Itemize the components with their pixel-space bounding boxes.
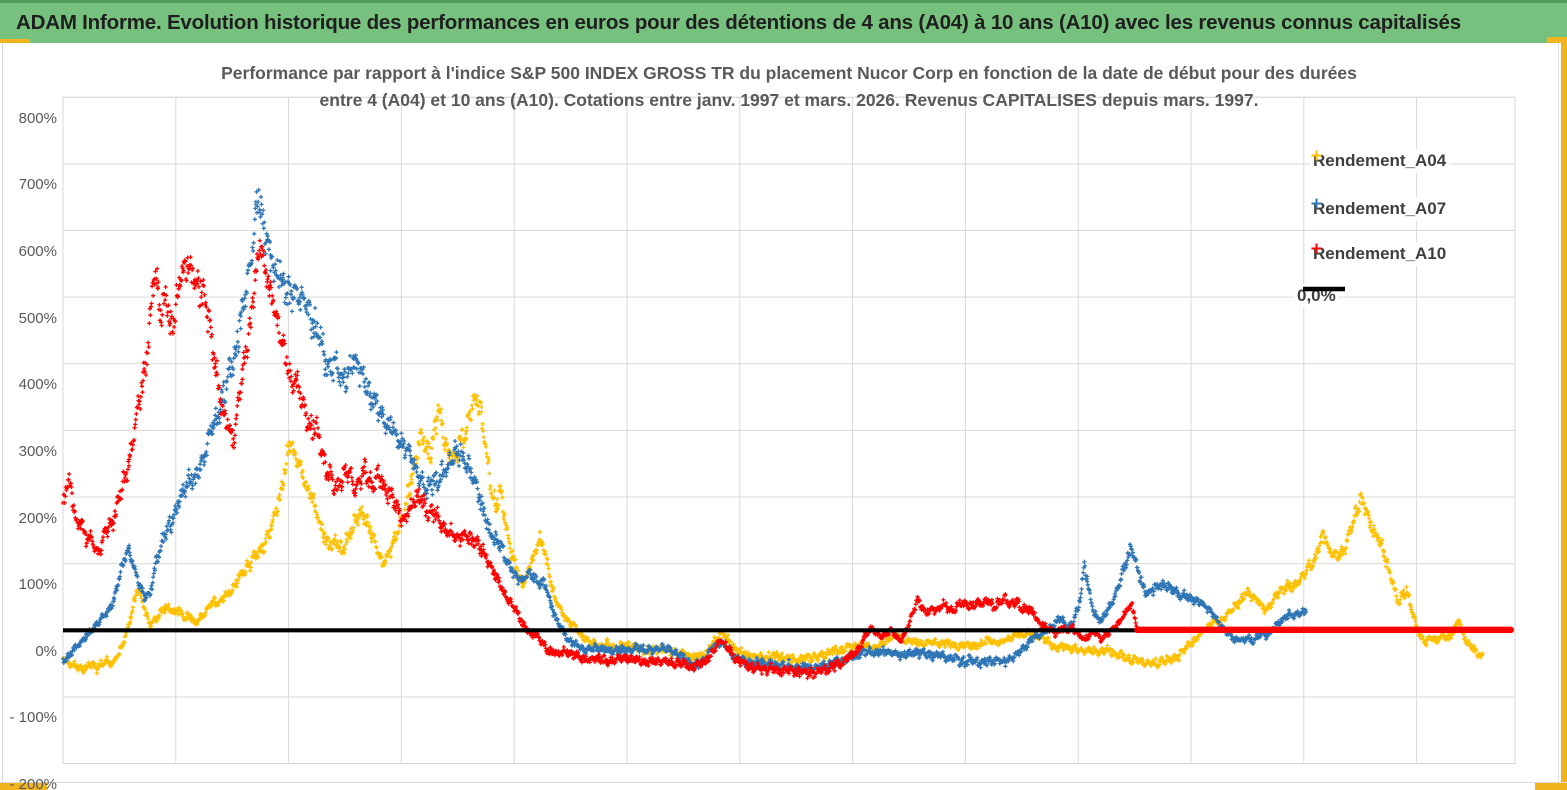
plus-marker-icon [1311,150,1322,161]
chart-canvas[interactable] [0,43,1558,782]
gold-accent-banner-left [0,39,30,43]
y-tick-label: - 100% [9,709,57,727]
performance-scatter-chart [60,96,1516,765]
series-points-rendement_a07 [60,187,1309,676]
gold-accent-bottom-left [0,783,47,790]
plus-marker-icon [1311,198,1322,209]
y-tick-label: 700% [18,176,57,194]
y-tick-label: 400% [18,376,57,394]
y-tick-label: 200% [18,509,57,527]
legend-label: Rendement_A04 [1310,149,1450,173]
chart-right-border [1558,43,1559,783]
plot-border [62,96,1516,765]
legend-item-rendement-a04: Rendement_A04 [1310,149,1450,173]
series-points-rendement_a10 [60,238,1139,681]
legend-label: Rendement_A07 [1310,197,1450,221]
y-tick-label: 500% [18,309,57,327]
y-tick-label: - 200% [9,776,57,790]
chart-title-line2: entre 4 (A04) et 10 ans (A10). Cotations… [319,90,1259,110]
legend-item-rendement-a10: Rendement_A10 [1310,242,1450,266]
banner: ADAM Informe. Evolution historique des p… [0,0,1567,43]
legend-item-0-0-: 0,0% [1294,284,1345,308]
gold-accent-bottom-right [1535,783,1567,790]
y-tick-label: 800% [18,109,57,127]
gold-accent-right-strip [1561,37,1567,790]
page-left-border [2,43,3,783]
banner-title: ADAM Informe. Evolution historique des p… [16,11,1461,34]
y-tick-label: 300% [18,442,57,460]
gold-accent-top-right [1547,37,1564,43]
chart-title: Performance par rapport à l'indice S&P 5… [63,60,1515,114]
page-bottom-border [0,782,1567,783]
y-tick-label: 0% [35,642,57,660]
y-tick-label: 600% [18,243,57,261]
y-tick-label: 100% [18,576,57,594]
legend-label: Rendement_A10 [1310,242,1450,266]
zero-line-sample-icon [1303,286,1345,292]
legend-item-rendement-a07: Rendement_A07 [1310,197,1450,221]
chart-title-line1: Performance par rapport à l'indice S&P 5… [221,63,1357,83]
plus-marker-icon [1311,243,1322,254]
